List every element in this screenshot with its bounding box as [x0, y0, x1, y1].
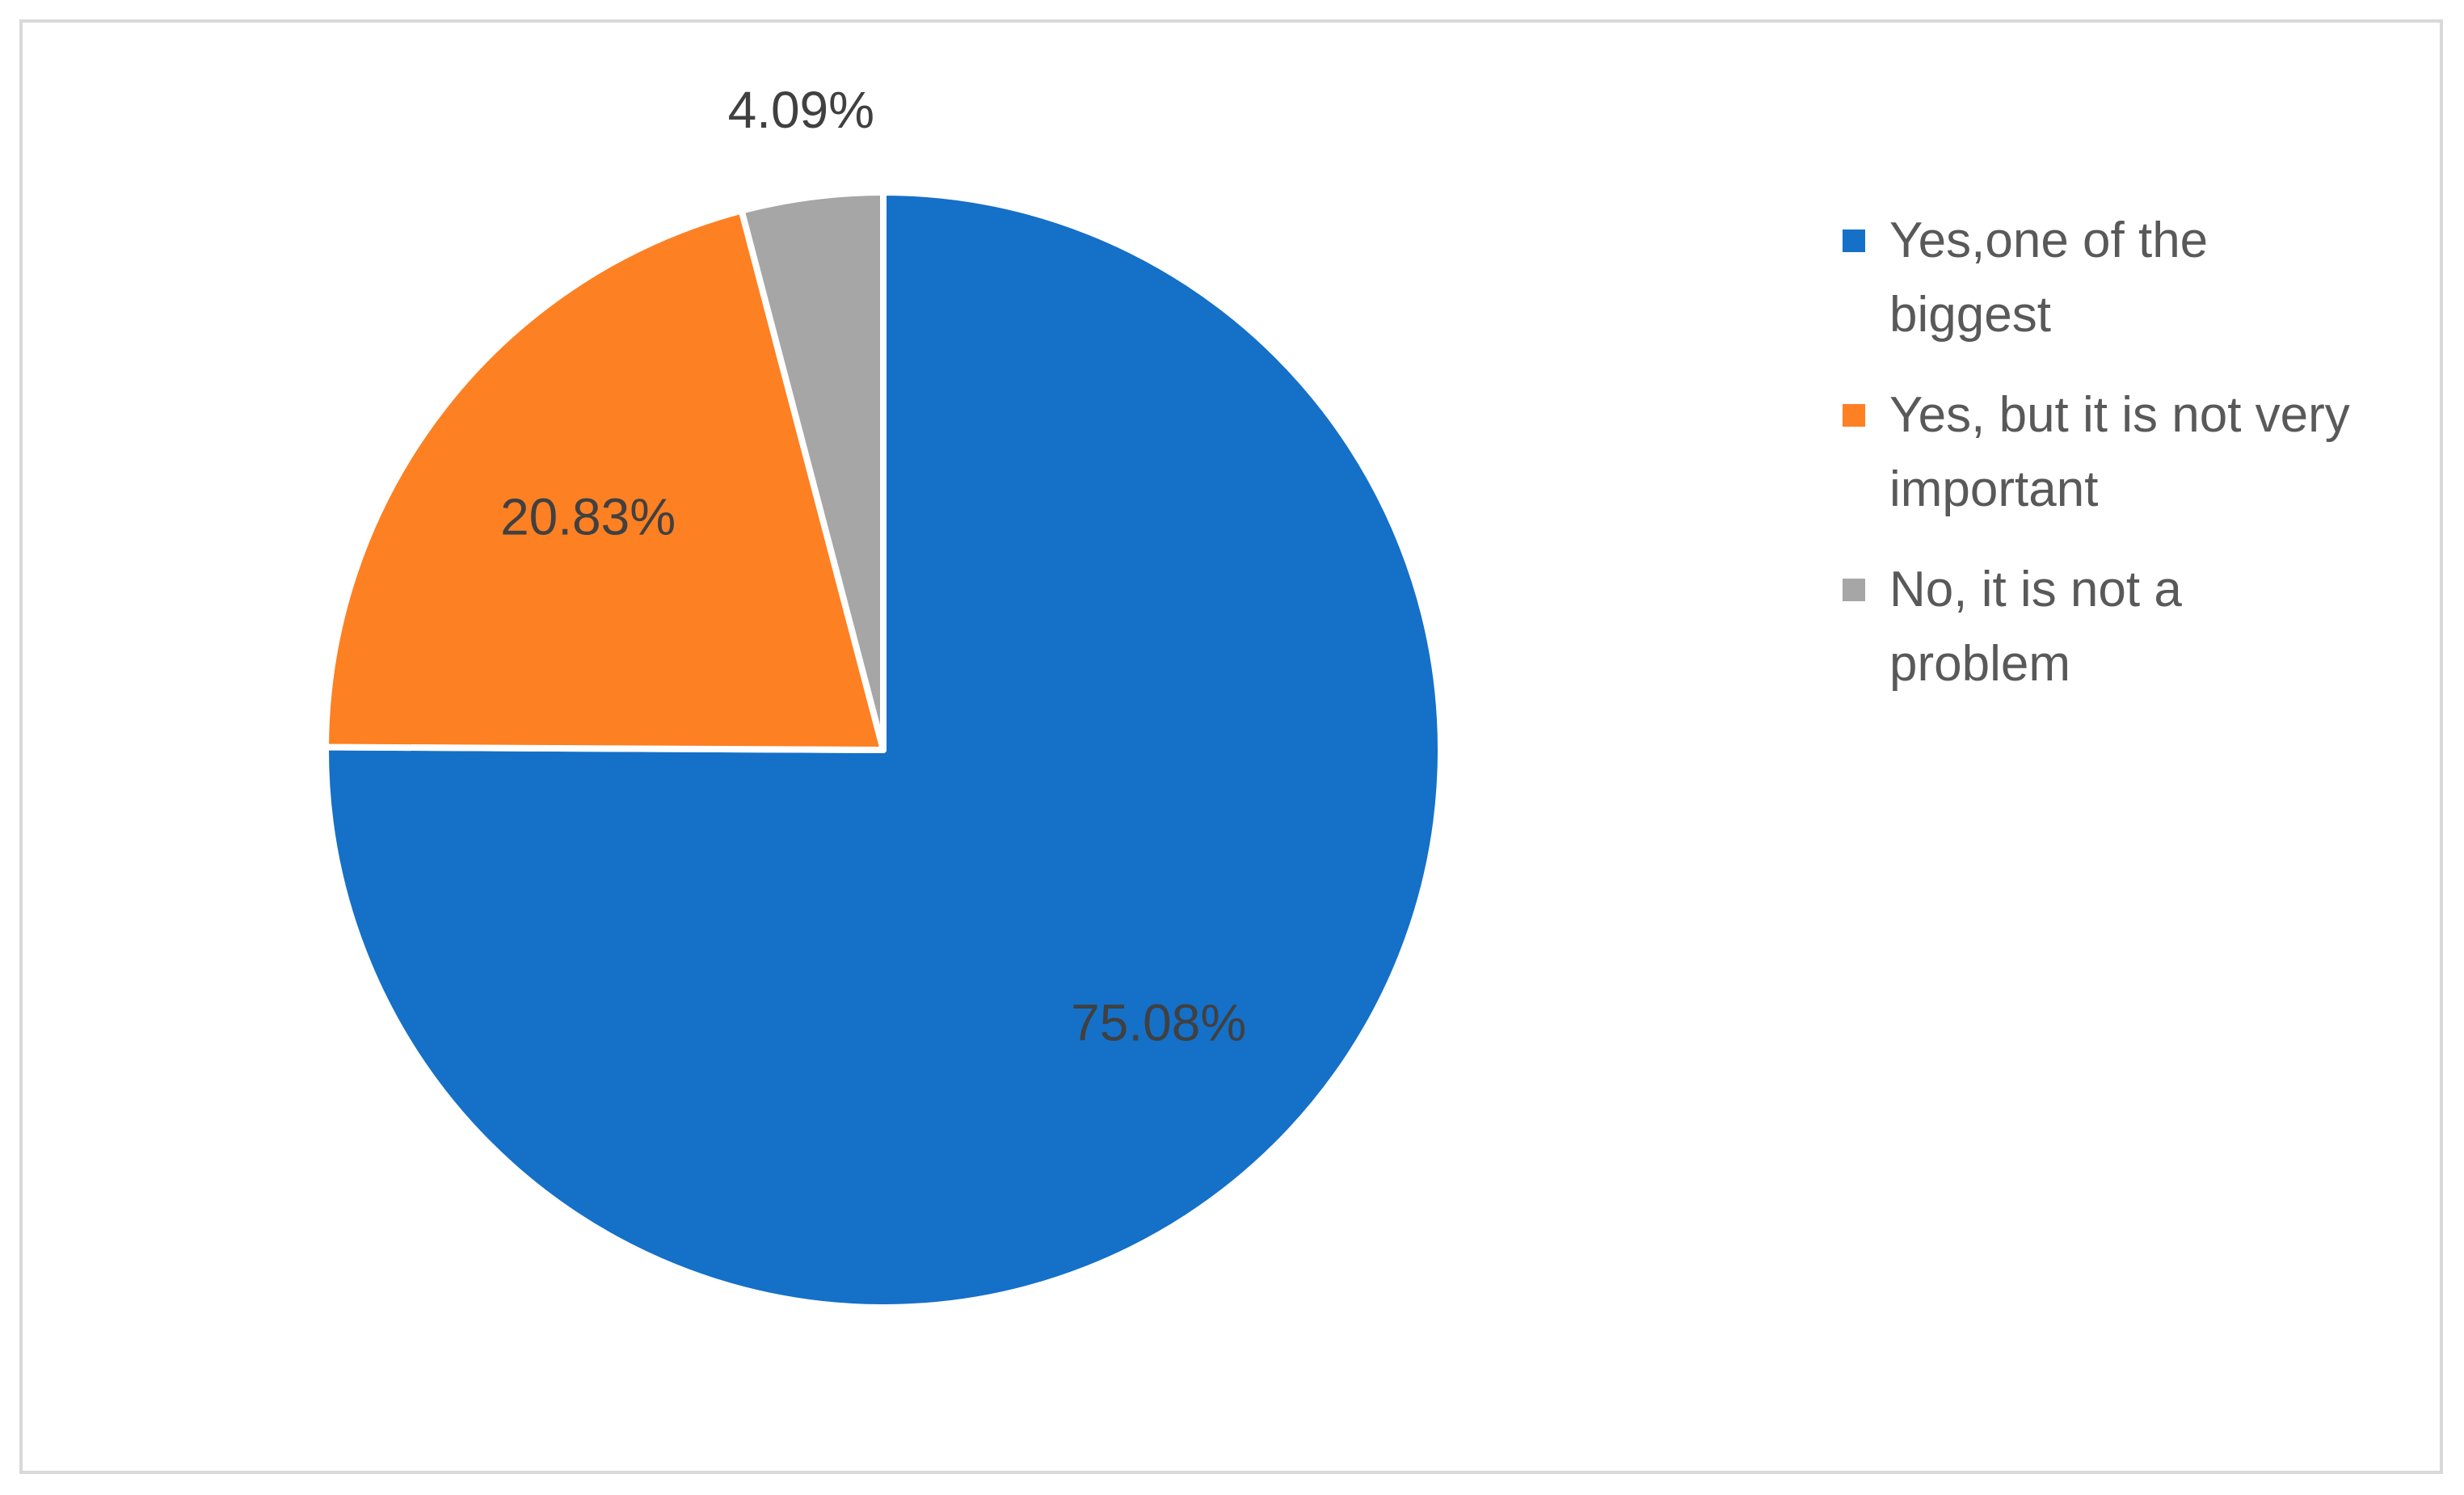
pie-slice-yes-not-important[interactable]	[322, 207, 887, 753]
legend-label-yes-biggest: Yes,one of the biggest	[1889, 213, 2209, 343]
legend: Yes,one of the biggest Yes, but it is no…	[1843, 204, 2360, 727]
pie-slice-yes-biggest[interactable]	[322, 189, 1444, 1311]
legend-swatch-yes-not-important	[1843, 404, 1865, 427]
legend-swatch-no-problem	[1843, 579, 1865, 601]
pie-slices	[322, 189, 1444, 1311]
legend-item-yes-biggest[interactable]: Yes,one of the biggest	[1843, 204, 2360, 352]
data-label-yes-biggest: 75.08%	[1071, 993, 1246, 1051]
legend-label-no-problem: No, it is not a problem	[1889, 562, 2182, 692]
legend-label-yes-not-important: Yes, but it is not very important	[1889, 387, 2350, 517]
data-label-no-problem: 4.09%	[728, 81, 874, 139]
legend-item-yes-not-important[interactable]: Yes, but it is not very important	[1843, 378, 2360, 527]
pie-slice-no-problem[interactable]	[738, 189, 887, 753]
legend-item-no-problem[interactable]: No, it is not a problem	[1843, 553, 2360, 701]
data-label-yes-not-important: 20.83%	[500, 488, 676, 546]
pie-labels: 75.08% 20.83% 4.09%	[500, 81, 1246, 1051]
legend-swatch-yes-biggest	[1843, 230, 1865, 252]
